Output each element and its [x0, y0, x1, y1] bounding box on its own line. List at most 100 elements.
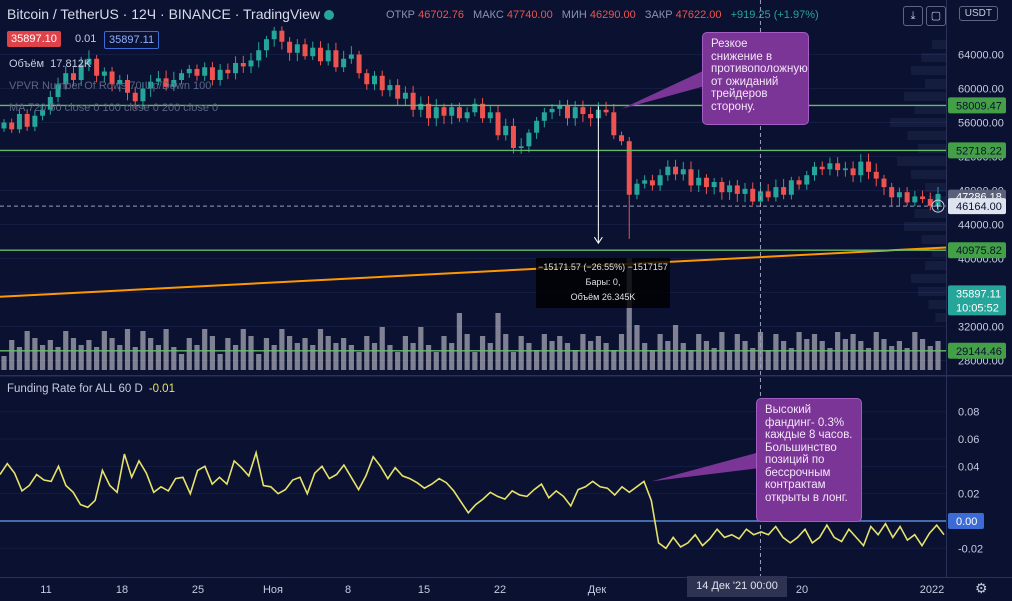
- candle-body: [86, 58, 92, 65]
- candle-body: [927, 199, 933, 206]
- volume-bar: [703, 341, 710, 370]
- vpvr-indicator[interactable]: VPVR Number Of Rows 70 Up/Down 100: [9, 80, 212, 92]
- time-axis[interactable]: 11 18 25 Ноя 8 15 22 Дек 20 2022: [0, 580, 946, 601]
- volume-profile-bar: [921, 53, 946, 62]
- ma-indicator[interactable]: MA 720 50 close 0 100 close 0 200 close …: [9, 102, 219, 114]
- candle-body: [47, 97, 53, 110]
- price-level-label: 52718.22: [956, 145, 1002, 157]
- volume-bar: [325, 336, 331, 370]
- candle-body: [904, 192, 910, 203]
- candle-body: [225, 69, 231, 74]
- volume-bar: [811, 334, 818, 370]
- sell-price-button[interactable]: 35897.10: [7, 31, 61, 47]
- volume-bar: [178, 354, 185, 370]
- volume-bar: [572, 350, 578, 370]
- volume-bar: [39, 345, 46, 370]
- ohlc-high-value: 47740.00: [506, 9, 553, 21]
- price-level-label: 29144.46: [956, 346, 1002, 358]
- candle-body: [302, 44, 308, 57]
- candle-body: [727, 185, 733, 193]
- funding-y-tick-label: 0.04: [958, 461, 979, 473]
- current-price-badge: [948, 198, 1006, 215]
- candle-body: [426, 103, 432, 119]
- y-tick-label: 64000.00: [958, 50, 1004, 62]
- volume-bar: [16, 347, 23, 370]
- candle-body: [248, 60, 254, 67]
- candle-body: [472, 103, 478, 113]
- candle-body: [750, 188, 756, 202]
- candle-body: [711, 182, 717, 188]
- x-tick-label: 15: [417, 584, 431, 596]
- candle-body: [765, 191, 771, 198]
- volume-bar: [371, 343, 378, 370]
- volume-bar: [155, 345, 161, 370]
- volume-bar: [94, 347, 100, 370]
- volume-bar: [541, 334, 547, 370]
- volume-bar: [642, 343, 648, 370]
- add-alert-plus: +: [934, 199, 941, 213]
- candle-body: [263, 39, 269, 51]
- candle-body: [495, 112, 501, 136]
- volume-bar: [618, 334, 625, 370]
- volume-bar: [317, 329, 324, 370]
- candle-body: [719, 182, 725, 193]
- ohlc-high-label: МАКС: [473, 9, 504, 21]
- candle-body: [742, 188, 748, 194]
- volume-bar: [333, 343, 339, 370]
- volume-bar: [672, 325, 679, 370]
- candle-body: [70, 73, 76, 80]
- volume-bar: [549, 341, 555, 370]
- volume-bar: [47, 340, 53, 370]
- y-tick-label: 56000.00: [958, 118, 1004, 130]
- candle-body: [688, 169, 694, 186]
- candle-body: [240, 63, 246, 67]
- candle-body: [811, 166, 817, 176]
- x-tick-label: Ноя: [262, 584, 284, 596]
- candle-body: [294, 44, 300, 53]
- candle-body: [510, 125, 516, 148]
- volume-bar: [680, 343, 686, 370]
- candle-body: [549, 108, 555, 113]
- candle-body: [217, 69, 223, 80]
- candle-body: [734, 185, 740, 194]
- volume-bar: [611, 350, 617, 370]
- candle-body: [881, 178, 887, 188]
- volume-bar: [750, 348, 756, 370]
- candle-body: [433, 107, 439, 119]
- x-tick-label: 11: [40, 584, 52, 596]
- last-price-label: 35897.11: [956, 288, 1001, 300]
- candle-body: [441, 107, 447, 116]
- candle-body: [16, 114, 22, 130]
- volume-profile-bar: [925, 183, 946, 192]
- fullscreen-button[interactable]: ▢: [926, 6, 946, 26]
- candle-body: [564, 105, 570, 119]
- volume-bar: [271, 345, 277, 370]
- candle-body: [379, 75, 385, 91]
- candle-body: [333, 50, 339, 68]
- volume-bar: [209, 336, 216, 370]
- volume-bar: [310, 345, 316, 370]
- buy-price-button[interactable]: 35897.11: [104, 31, 160, 49]
- volume-profile-bar: [904, 222, 946, 231]
- current-price-label: 46164.00: [956, 201, 1002, 213]
- candle-body: [94, 58, 100, 76]
- currency-badge[interactable]: USDT: [958, 6, 998, 21]
- candle-body: [603, 109, 609, 113]
- candle-body: [163, 78, 169, 87]
- volume-profile-bar: [925, 261, 946, 270]
- candle-body: [518, 146, 524, 148]
- price-axis-border: [946, 0, 947, 578]
- settings-gear-icon[interactable]: ⚙: [975, 580, 988, 596]
- candle-body: [55, 84, 61, 97]
- ohlc-change-value: +919.25 (+1.97%): [730, 9, 819, 21]
- candle-body: [317, 47, 323, 62]
- volume-bar: [395, 352, 401, 370]
- candle-body: [703, 177, 709, 188]
- price-level-badge: [948, 97, 1006, 114]
- scroll-down-button[interactable]: ⤓: [903, 6, 923, 26]
- pane-divider: [0, 375, 1012, 377]
- volume-profile-bar: [911, 66, 946, 75]
- candle-body: [503, 125, 509, 136]
- candle-body: [456, 107, 462, 119]
- volume-bar: [842, 339, 848, 370]
